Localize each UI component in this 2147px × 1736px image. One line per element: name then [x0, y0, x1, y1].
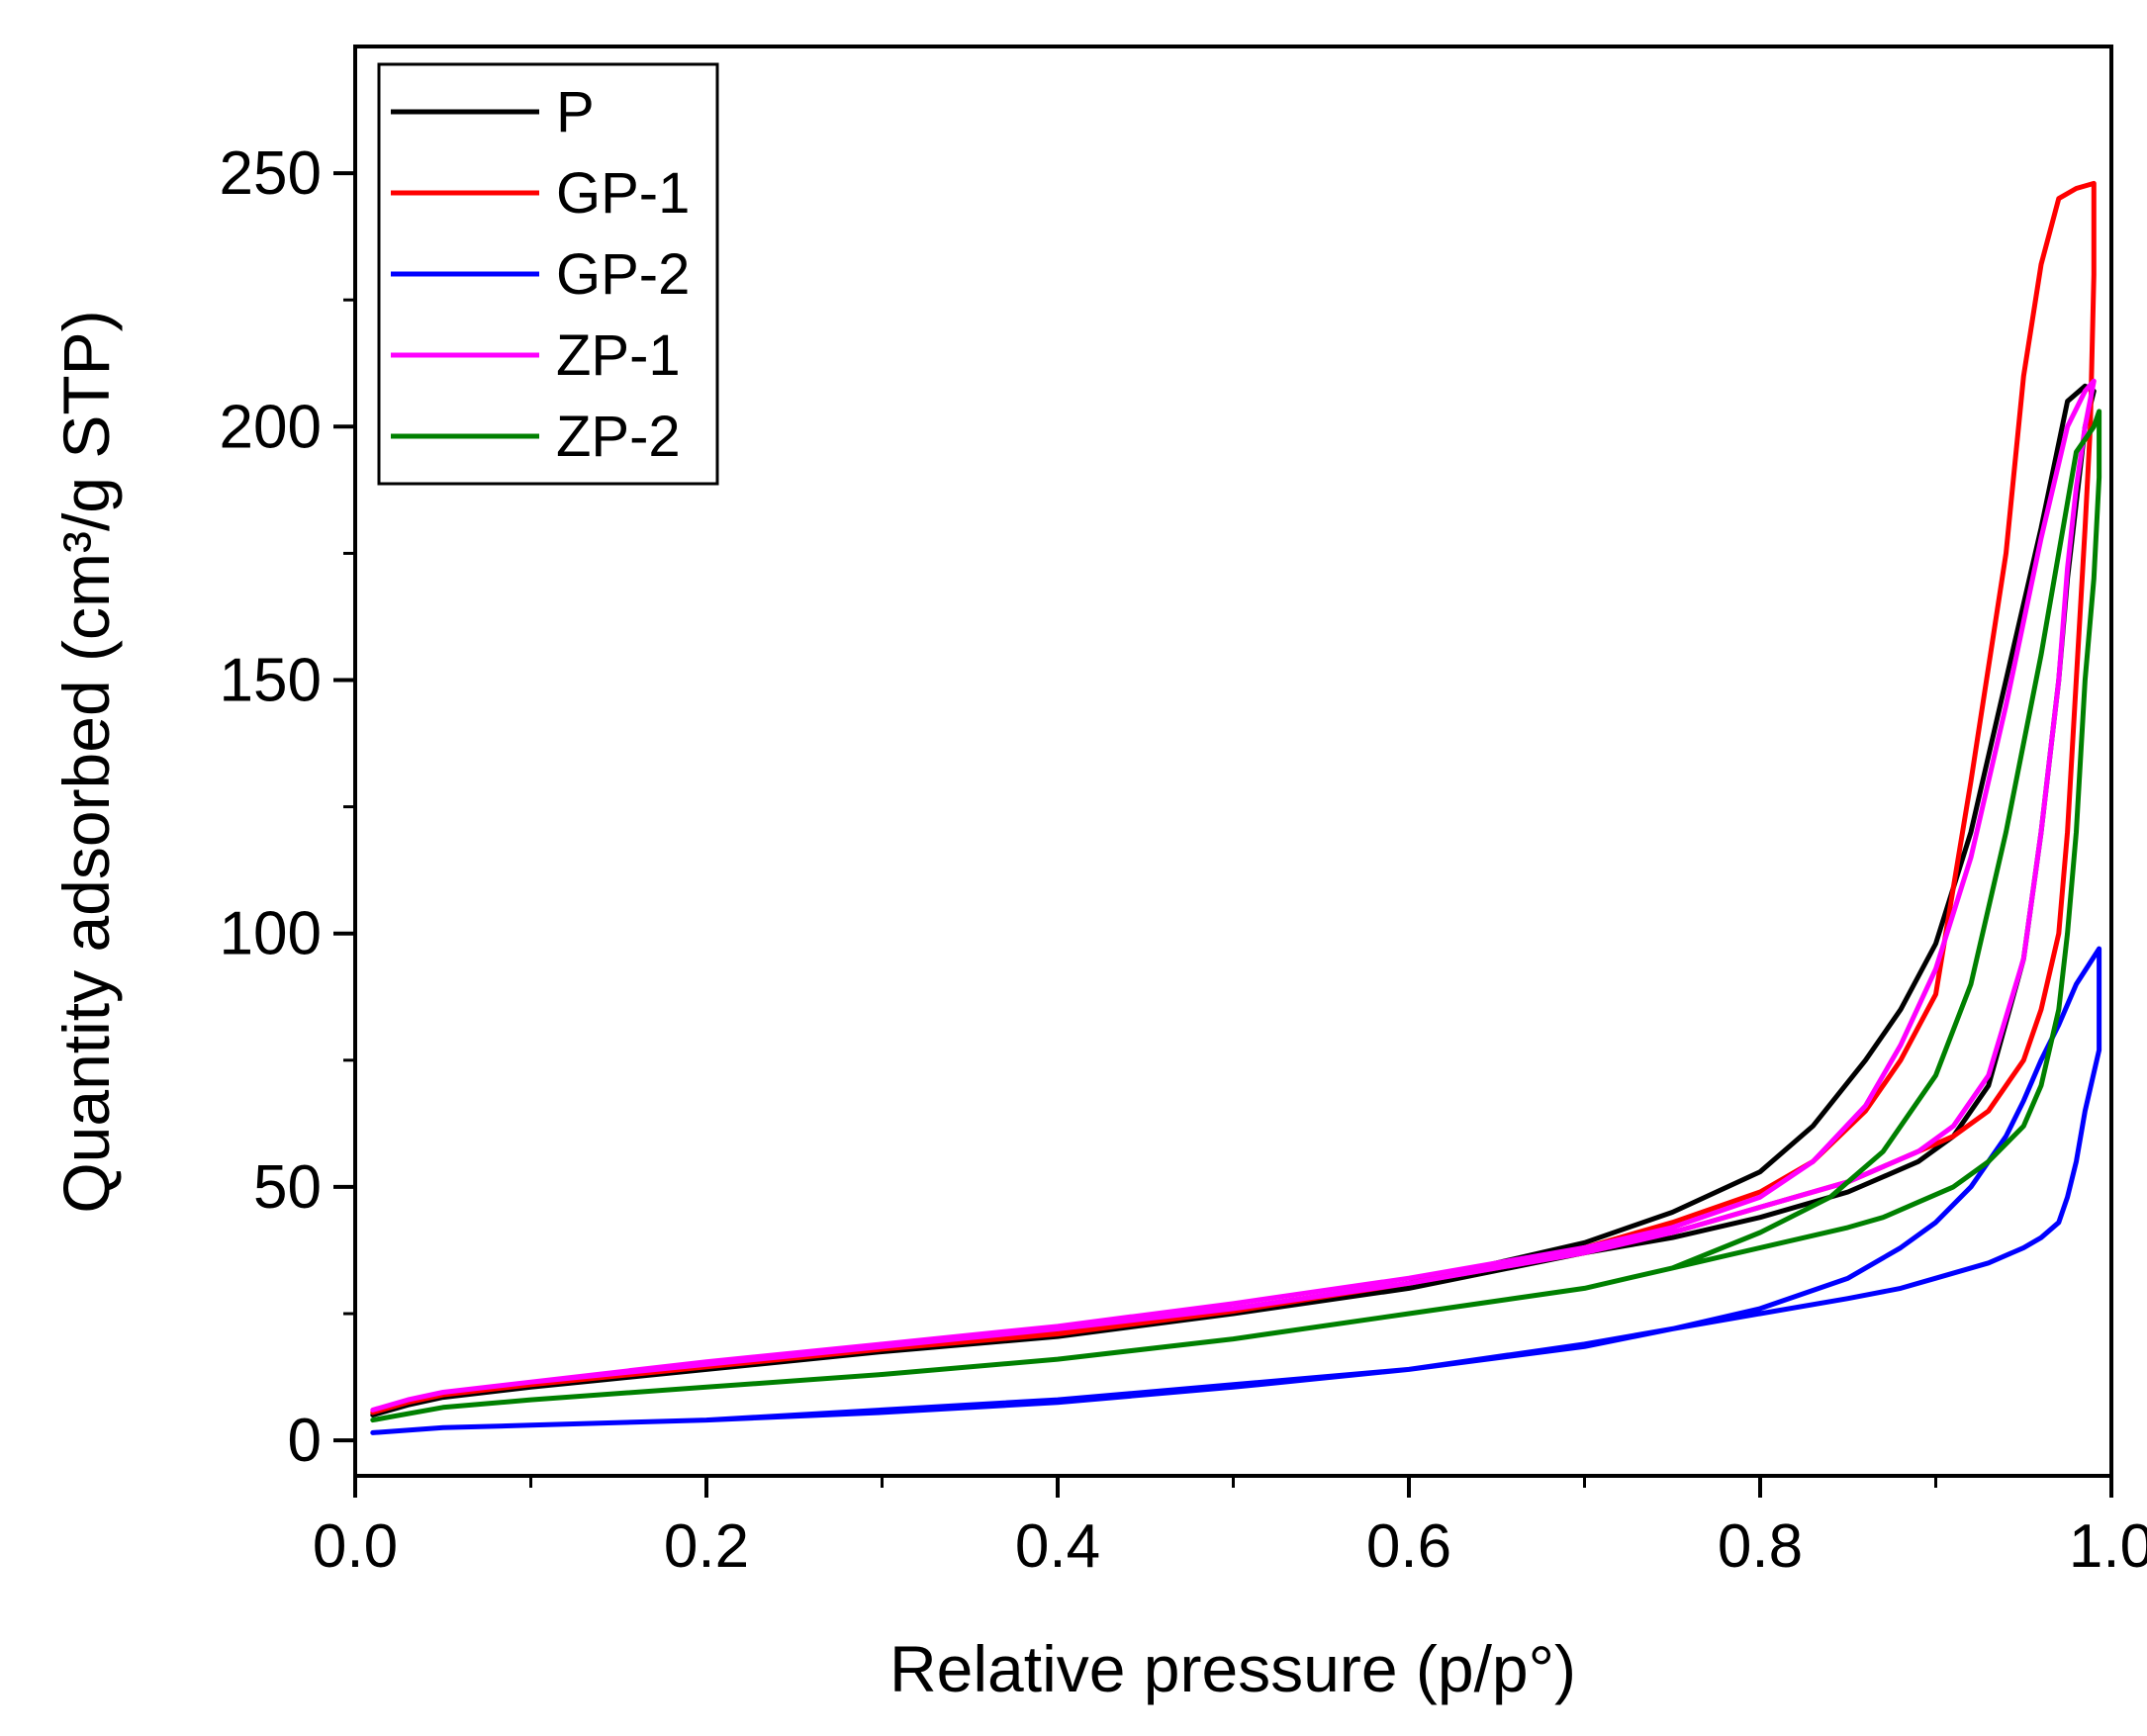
series-layer [370, 180, 2102, 1435]
x-axis: 0.0 0.2 0.4 0.6 0.8 1.0 [313, 1476, 2147, 1581]
legend-label-zp-2: ZP-2 [556, 405, 681, 469]
y-tick-label: 100 [220, 900, 322, 968]
legend-label-zp-1: ZP-1 [556, 323, 681, 388]
x-tick-label: 0.8 [1718, 1512, 1803, 1581]
series-line-zp-2 [370, 409, 2102, 1423]
legend-label-gp-2: GP-2 [556, 242, 690, 307]
legend: P GP-1 GP-2 ZP-1 ZP-2 [377, 62, 719, 486]
x-axis-title: Relative pressure (p/p°) [889, 1632, 1576, 1705]
y-tick-label: 150 [220, 647, 322, 715]
y-axis-title: Quantity adsorbed (cm³/g STP) [49, 310, 123, 1213]
y-tick-label: 50 [253, 1153, 322, 1222]
series-line-gp-2 [370, 946, 2102, 1435]
legend-label-gp-1: GP-1 [556, 161, 690, 226]
y-tick-label: 0 [288, 1407, 322, 1475]
x-tick-label: 0.0 [313, 1512, 398, 1581]
y-axis: 0 50 100 150 200 250 [220, 139, 355, 1475]
series-line-zp-1 [370, 378, 2097, 1413]
series-line-p [370, 383, 2097, 1417]
x-tick-label: 0.2 [664, 1512, 749, 1581]
legend-label-p: P [556, 80, 595, 144]
y-tick-label: 250 [220, 139, 322, 208]
x-tick-label: 0.6 [1366, 1512, 1451, 1581]
y-tick-label: 200 [220, 393, 322, 461]
x-tick-label: 0.4 [1015, 1512, 1100, 1581]
x-tick-label: 1.0 [2069, 1512, 2147, 1581]
